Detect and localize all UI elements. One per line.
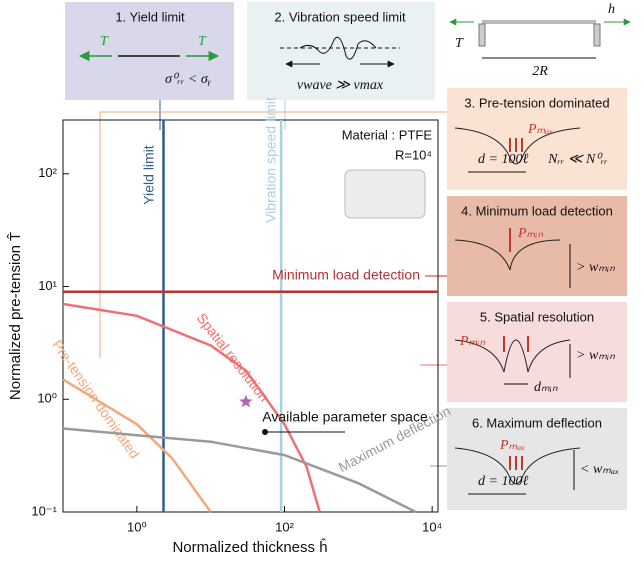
- series-label: Minimum load detection: [272, 267, 420, 283]
- y-axis-label: Normalized pre-tension T̂: [6, 232, 23, 400]
- figure: 1. Yield limit T T σ⁰ᵣᵣ < σᵧ 2. Vibratio…: [0, 0, 644, 563]
- x-tick-label: 10⁰: [127, 519, 147, 534]
- label: Nᵣᵣ ≪ N⁰ᵣᵣ: [547, 152, 608, 167]
- label: 2R: [532, 64, 548, 79]
- series-label: Vibration speed limit: [263, 97, 279, 223]
- label: vwave ≫ vmax: [297, 78, 384, 93]
- panel-title: 1. Yield limit: [115, 9, 185, 24]
- label: T: [198, 34, 207, 49]
- x-tick-label: 10²: [275, 519, 294, 534]
- frame: [594, 24, 600, 46]
- annotation: R=10⁴: [395, 147, 432, 162]
- label: Pₘᵢₙ: [517, 226, 543, 241]
- panel-title: 3. Pre-tension dominated: [464, 95, 609, 110]
- label: h: [608, 2, 615, 17]
- x-axis-label: Normalized thickness ĥ: [172, 538, 327, 556]
- label: Pₘₐₓ: [527, 122, 553, 137]
- label: > wₘᵢₙ: [576, 260, 615, 275]
- annotation: Material : PTFE: [342, 127, 433, 142]
- x-tick-label: 10⁴: [422, 519, 442, 534]
- y-tick-label: 10⁻¹: [31, 503, 57, 518]
- label: d = 100ℓ: [478, 474, 528, 489]
- material-image: [345, 170, 425, 218]
- label: < wₘₐₓ: [580, 462, 619, 477]
- y-tick-label: 10⁰: [37, 391, 57, 406]
- series-label: Yield limit: [141, 145, 157, 204]
- panel-title: 6. Maximum deflection: [472, 415, 602, 430]
- panel-title: 5. Spatial resolution: [480, 309, 594, 324]
- label: T: [100, 34, 109, 49]
- series-label: Spatial resolution: [194, 310, 273, 404]
- label: d = 100ℓ: [478, 152, 528, 167]
- frame: [479, 24, 485, 46]
- y-tick-label: 10¹: [38, 278, 57, 293]
- annotation: Available parameter space: [262, 409, 428, 425]
- label: Pₘᵢₙ: [459, 334, 485, 349]
- label: > wₘᵢₙ: [576, 348, 615, 363]
- panel-title: 4. Minimum load detection: [461, 203, 613, 218]
- label: T: [455, 36, 464, 51]
- label: σ⁰ᵣᵣ < σᵧ: [165, 72, 212, 87]
- y-tick-label: 10²: [38, 165, 57, 180]
- highlight-star: [239, 395, 252, 408]
- label: dₘᵢₙ: [534, 380, 558, 395]
- panel-title: 2. Vibration speed limit: [274, 9, 406, 24]
- label: Pₘₐₓ: [499, 438, 525, 453]
